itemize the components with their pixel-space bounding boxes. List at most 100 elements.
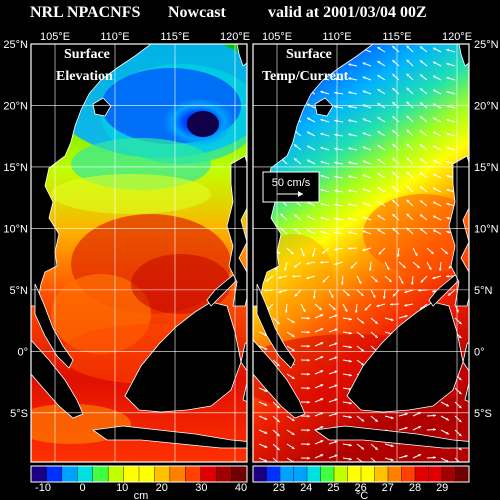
current-arrowhead [312,253,315,257]
colorbar-tick-label: 24 [300,482,312,494]
current-arrowhead [446,160,450,164]
current-arrowhead [362,202,366,206]
current-arrowhead [419,102,423,106]
longitude-labels: 105°E 110°E 115°E 120°E 105°E 110°E 115°E 120°E [40,31,472,43]
current-arrowhead [406,73,410,77]
current-arrowhead [446,132,450,136]
current-arrowhead [334,119,337,123]
colorbar-swatch [441,465,457,483]
colorbar-swatch [231,465,248,483]
current-arrowhead [433,103,437,107]
current-arrowhead [392,172,396,175]
longitude-label: 105°E [262,31,292,43]
model-name: NRL NPACNFS [30,4,141,21]
current-arrowhead [445,403,449,407]
current-arrowhead [377,103,381,106]
current-arrowhead [446,274,449,278]
current-arrowhead [433,456,436,459]
current-arrowhead [264,403,268,406]
longitude-label: 120°E [220,31,250,43]
current-arrowhead [406,129,410,133]
colorbar-swatch [123,465,140,483]
current-arrowhead [284,310,288,313]
current-arrowhead [458,391,462,395]
colorbar-swatch [92,465,109,483]
current-arrowhead [406,115,410,119]
colorbar-swatch [154,465,171,483]
current-arrowhead [377,229,381,232]
current-arrowhead [312,296,316,299]
header-bar: NRL NPACNFS Nowcast valid at 2001/03/04 … [0,0,500,24]
current-arrowhead [382,296,386,299]
colorbar-tick-label: 29 [436,482,448,494]
latitude-label: 15°N [3,162,28,174]
current-arrowhead [294,293,298,297]
current-arrowhead [433,131,437,135]
current-arrowhead [362,216,366,220]
current-arrowhead [344,308,348,312]
vector-key-arrowhead [298,191,303,197]
current-arrowhead [358,280,362,284]
current-arrow [356,457,363,462]
longitude-label: 120°E [442,31,472,43]
current-arrowhead [377,131,381,134]
current-arrowhead [406,143,410,147]
colorbar-tick-label: 0 [80,482,86,494]
current-arrowhead [419,144,423,148]
current-arrowhead [400,280,404,284]
colorbar-swatch [401,465,416,483]
current-arrowhead [290,251,294,255]
current-arrowhead [404,314,408,318]
graticule [31,43,469,462]
colorbar-swatch [107,465,125,483]
current-arrowhead [349,331,352,335]
colorbar-swatch [347,465,362,483]
current-arrowhead [334,91,337,95]
latitude-label: 20°N [3,100,28,112]
current-arrowhead [360,293,364,297]
current-arrowhead [307,103,311,107]
colorbar-tick-label: 40 [235,482,247,494]
current-arrowhead [349,415,352,419]
current-arrowhead [334,147,337,151]
current-arrowhead [349,317,352,321]
current-arrowhead [320,398,324,401]
current-arrowhead [406,87,410,91]
colorbar-tick-label: 10 [116,482,128,494]
colorbar-swatch [138,465,156,483]
current-arrow [370,457,377,462]
current-arrowhead [264,389,268,392]
colorbar-swatch [387,465,403,483]
current-arrowhead [420,279,424,283]
current-arrowhead [410,282,414,285]
current-arrowhead [390,444,394,448]
current-arrowhead [433,187,437,191]
current-arrowhead [419,228,423,232]
current-arrowhead [433,117,437,121]
current-arrowhead [348,147,352,151]
current-arrowhead [349,359,352,363]
current-arrowhead [377,75,381,78]
current-arrowhead [348,231,352,235]
latitude-labels: 25°N 25°N 20°N 20°N 15°N 15°N 10°N 10°N 5°N 5°N 0°… [3,39,498,420]
current-arrowhead [334,189,337,193]
current-arrowhead [362,188,366,192]
current-arrowhead [320,230,324,234]
current-arrowhead [419,74,423,78]
current-arrowhead [307,229,311,233]
colorbar-swatch [215,465,233,483]
current-arrowhead [264,347,268,350]
current-arrowhead [406,157,410,161]
current-arrowhead [406,171,410,175]
current-arrowhead [307,456,310,460]
current-arrowhead [404,290,408,294]
current-arrowhead [361,334,365,338]
colorbar-swatch [360,465,376,483]
current-arrowhead [372,294,376,298]
current-arrowhead [307,330,310,334]
left-panel-frame [30,43,248,463]
current-arrowhead [377,47,381,50]
colorbar-tick-label: 20 [156,482,168,494]
current-arrowhead [292,274,295,278]
colorbar-tick-label: 25 [327,482,339,494]
